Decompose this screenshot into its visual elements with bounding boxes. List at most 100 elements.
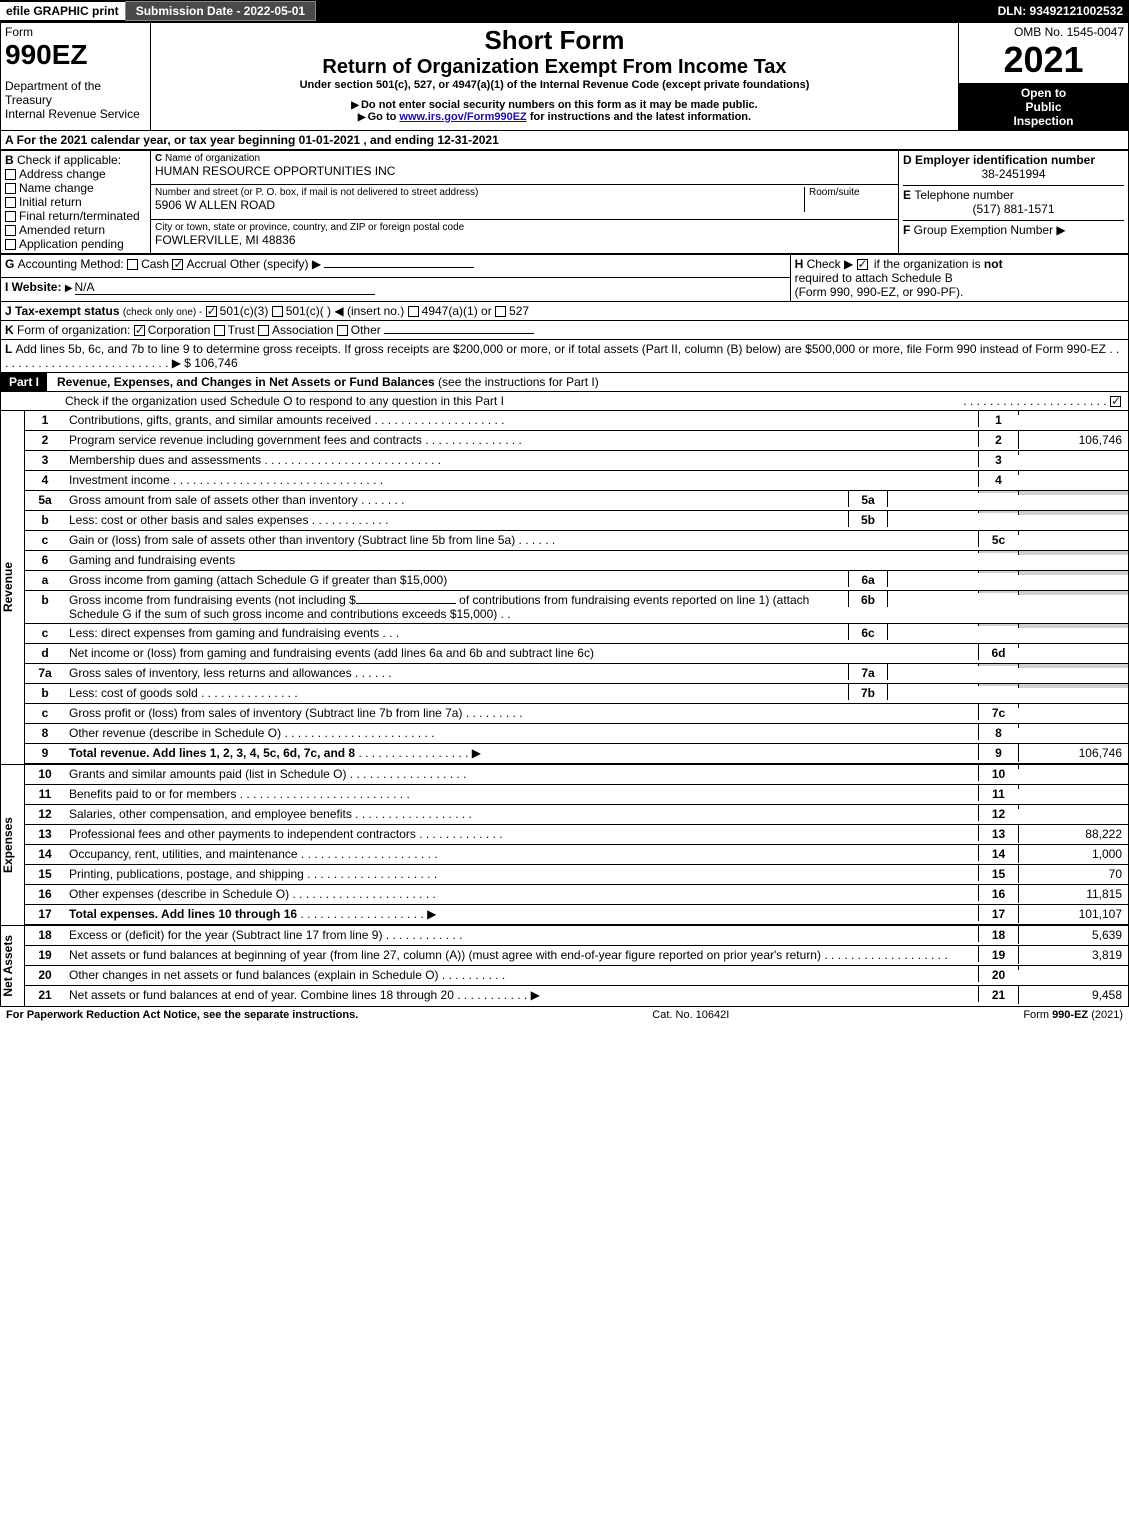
trust-checkbox[interactable]: [214, 325, 225, 336]
city-value: FOWLERVILLE, MI 48836: [155, 233, 894, 247]
line4-amount: [1018, 471, 1128, 475]
schedule-o-checkbox[interactable]: [1110, 396, 1121, 407]
other-org-checkbox[interactable]: [337, 325, 348, 336]
under-section: Under section 501(c), 527, or 4947(a)(1)…: [155, 79, 954, 91]
address-change-checkbox[interactable]: [5, 169, 16, 180]
short-form-title: Short Form: [155, 25, 954, 56]
irs-label: Internal Revenue Service: [5, 107, 146, 121]
sched-b-text1: if the organization is: [874, 257, 984, 271]
org-info-table: B Check if applicable: Address change Na…: [0, 150, 1129, 254]
not-bold: not: [984, 257, 1003, 271]
check-h-label: Check ▶: [807, 257, 854, 271]
501c-checkbox[interactable]: [272, 306, 283, 317]
do-not-enter: Do not enter social security numbers on …: [155, 99, 954, 111]
part1-header: Part I Revenue, Expenses, and Changes in…: [0, 373, 1129, 392]
line13-amount: 88,222: [1018, 825, 1128, 843]
ein-label: Employer identification number: [915, 153, 1095, 167]
street-label: Number and street (or P. O. box, if mail…: [155, 187, 804, 198]
phone-value: (517) 881-1571: [903, 202, 1124, 216]
revenue-vertical-label: Revenue: [1, 562, 24, 612]
address-change-label: Address change: [19, 167, 106, 181]
part1-label: Part I: [1, 373, 47, 391]
accrual-checkbox[interactable]: [172, 259, 183, 270]
part1-check-o: Check if the organization used Schedule …: [0, 392, 1129, 411]
line16-amount: 11,815: [1018, 885, 1128, 903]
initial-return-checkbox[interactable]: [5, 197, 16, 208]
other-specify-label: Other (specify): [230, 257, 309, 271]
group-exemption-label: Group Exemption Number: [914, 223, 1053, 237]
cash-checkbox[interactable]: [127, 259, 138, 270]
expenses-vertical-label: Expenses: [1, 817, 24, 873]
section-j: J Tax-exempt status (check only one) - 5…: [0, 302, 1129, 321]
line8-amount: [1018, 724, 1128, 728]
line6d-amount: [1018, 644, 1128, 648]
line18-amount: 5,639: [1018, 926, 1128, 944]
association-checkbox[interactable]: [258, 325, 269, 336]
paperwork-notice: For Paperwork Reduction Act Notice, see …: [6, 1009, 358, 1021]
ein-value: 38-2451994: [903, 167, 1124, 181]
501c3-checkbox[interactable]: [206, 306, 217, 317]
4947-checkbox[interactable]: [408, 306, 419, 317]
section-a: A For the 2021 calendar year, or tax yea…: [0, 131, 1129, 150]
sched-b-text2: required to attach Schedule B: [795, 271, 1124, 285]
form-header-table: Form 990EZ Department of the Treasury In…: [0, 22, 1129, 131]
accounting-method-label: Accounting Method:: [18, 257, 124, 271]
room-suite-label: Room/suite: [809, 187, 894, 198]
cash-label: Cash: [141, 257, 169, 271]
final-return-checkbox[interactable]: [5, 211, 16, 222]
line21-amount: 9,458: [1018, 986, 1128, 1004]
accrual-label: Accrual: [186, 257, 226, 271]
line1-amount: [1018, 411, 1128, 415]
schedule-b-checkbox[interactable]: [857, 259, 868, 270]
check-applicable-label: Check if applicable:: [17, 153, 121, 167]
goto-instructions: Go to www.irs.gov/Form990EZ for instruct…: [155, 111, 954, 123]
application-pending-label: Application pending: [19, 237, 124, 251]
gross-receipts-amount: $ 106,746: [184, 356, 237, 370]
line17-amount: 101,107: [1018, 905, 1128, 923]
return-title: Return of Organization Exempt From Incom…: [155, 56, 954, 79]
tax-year: 2021: [963, 39, 1124, 81]
527-checkbox[interactable]: [495, 306, 506, 317]
section-k: K Form of organization: Corporation Trus…: [0, 321, 1129, 340]
website-value: N/A: [75, 280, 375, 295]
line10-amount: [1018, 765, 1128, 769]
name-change-label: Name change: [19, 181, 94, 195]
final-return-label: Final return/terminated: [19, 209, 140, 223]
section-l: L Add lines 5b, 6c, and 7b to line 9 to …: [0, 340, 1129, 373]
top-bar: efile GRAPHIC print Submission Date - 20…: [0, 0, 1129, 22]
org-name: HUMAN RESOURCE OPPORTUNITIES INC: [155, 164, 894, 178]
irs-link[interactable]: www.irs.gov/Form990EZ: [399, 111, 526, 123]
efile-label: efile GRAPHIC print: [0, 2, 125, 20]
line3-amount: [1018, 451, 1128, 455]
form-number: 990EZ: [5, 39, 146, 71]
initial-return-label: Initial return: [19, 195, 82, 209]
line15-amount: 70: [1018, 865, 1128, 883]
netassets-vertical-label: Net Assets: [1, 935, 24, 997]
page-footer: For Paperwork Reduction Act Notice, see …: [0, 1007, 1129, 1023]
sched-b-text3: (Form 990, 990-EZ, or 990-PF).: [795, 285, 1124, 299]
line2-amount: 106,746: [1018, 431, 1128, 449]
line11-amount: [1018, 785, 1128, 789]
amended-return-label: Amended return: [19, 223, 105, 237]
line7c-amount: [1018, 704, 1128, 708]
line20-amount: [1018, 966, 1128, 970]
website-label: Website:: [12, 280, 62, 294]
catalog-number: Cat. No. 10642I: [652, 1009, 729, 1021]
dln-label: DLN: 93492121002532: [998, 4, 1129, 18]
form-label: Form: [5, 25, 146, 39]
arrow-icon: ▶: [1056, 223, 1065, 237]
line5c-amount: [1018, 531, 1128, 535]
street-value: 5906 W ALLEN ROAD: [155, 198, 804, 212]
submission-date: Submission Date - 2022-05-01: [125, 1, 316, 21]
application-pending-checkbox[interactable]: [5, 239, 16, 250]
omb-number: OMB No. 1545-0047: [963, 25, 1124, 39]
dept-treasury: Department of the Treasury: [5, 79, 146, 107]
name-change-checkbox[interactable]: [5, 183, 16, 194]
corporation-checkbox[interactable]: [134, 325, 145, 336]
form-footer-label: Form 990-EZ (2021): [1023, 1009, 1123, 1021]
phone-label: Telephone number: [914, 188, 1013, 202]
accounting-section: G Accounting Method: Cash Accrual Other …: [0, 254, 1129, 302]
open-to-public: Open to Public Inspection: [959, 84, 1129, 131]
amended-return-checkbox[interactable]: [5, 225, 16, 236]
line19-amount: 3,819: [1018, 946, 1128, 964]
